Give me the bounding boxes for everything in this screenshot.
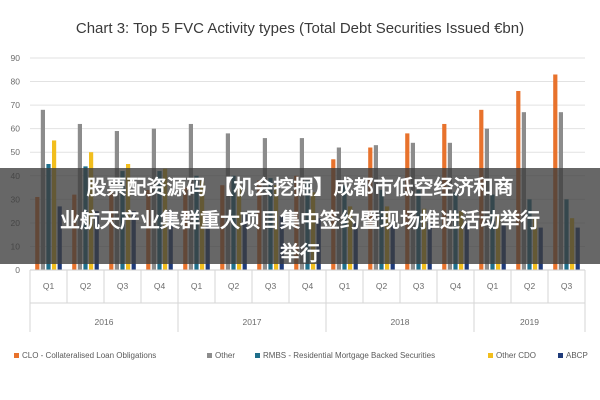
legend-swatch — [558, 353, 563, 358]
overlay-text[interactable]: 股票配资源码 【机会挖掘】成都市低空经济和商 业航天产业集群重大项目集中签约暨现… — [0, 171, 600, 270]
y-tick-label: 80 — [11, 77, 21, 87]
overlay-banner — [0, 168, 600, 264]
x-category-label: Q4 — [154, 281, 166, 291]
y-tick-label: 50 — [11, 147, 21, 157]
overlay-line-1: 股票配资源码 【机会挖掘】成都市低空经济和商 — [86, 175, 514, 199]
year-label: 2018 — [391, 317, 410, 327]
x-category-label: Q2 — [524, 281, 536, 291]
x-category-label: Q1 — [339, 281, 351, 291]
x-axis: Q1 Q2 Q3 Q4 Q1 Q2 Q3 Q4 Q1 Q2 Q3 Q4 Q1 Q2 Q3 2016 2017 20… — [29, 269, 586, 332]
y-tick-label: 70 — [11, 100, 21, 110]
year-label: 2017 — [243, 317, 262, 327]
x-category-label: Q2 — [376, 281, 388, 291]
x-category-label: Q3 — [265, 281, 277, 291]
legend-swatch — [255, 353, 260, 358]
chart-title: Chart 3: Top 5 FVC Activity types (Total… — [76, 20, 524, 37]
overlay-line-2: 业航天产业集群重大项目集中签约暨现场推进活动举行 — [60, 208, 540, 232]
x-category-label: Q3 — [117, 281, 129, 291]
y-tick-label: 0 — [15, 265, 20, 275]
legend-label: CLO - Collateralised Loan Obligations — [22, 351, 156, 360]
x-category-label: Q2 — [80, 281, 92, 291]
legend-label: ABCP — [566, 351, 588, 360]
legend-label: RMBS - Residential Mortgage Backed Secur… — [263, 351, 435, 360]
x-category-label: Q1 — [191, 281, 203, 291]
y-tick-label: 60 — [11, 124, 21, 134]
x-category-label: Q3 — [561, 281, 573, 291]
legend: CLO - Collateralised Loan Obligations Oth… — [14, 351, 588, 360]
y-tick-label: 90 — [11, 53, 21, 63]
year-label: 2019 — [520, 317, 539, 327]
legend-swatch — [207, 353, 212, 358]
year-label: 2016 — [95, 317, 114, 327]
x-category-label: Q3 — [413, 281, 425, 291]
x-category-label: Q2 — [228, 281, 240, 291]
legend-label: Other — [215, 351, 235, 360]
legend-swatch — [14, 353, 19, 358]
overlay-line-3: 举行 — [280, 241, 320, 265]
legend-swatch — [488, 353, 493, 358]
x-category-label: Q4 — [450, 281, 462, 291]
x-category-label: Q1 — [43, 281, 55, 291]
x-category-label: Q1 — [487, 281, 499, 291]
legend-label: Other CDO — [496, 351, 536, 360]
x-category-label: Q4 — [302, 281, 314, 291]
